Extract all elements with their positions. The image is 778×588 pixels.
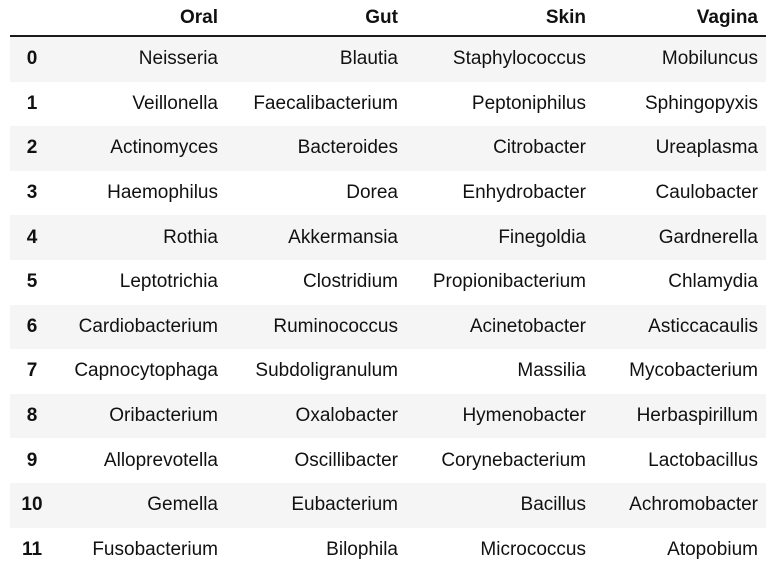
column-header-gut: Gut — [226, 0, 406, 37]
cell-gut: Blautia — [339, 48, 398, 70]
row-index: 2 — [26, 137, 38, 159]
cell-skin: Enhydrobacter — [462, 182, 586, 204]
table-row: 2 Actinomyces Bacteroides Citrobacter Ur… — [10, 126, 766, 171]
cell-oral: Cardiobacterium — [78, 315, 218, 337]
row-index: 10 — [21, 494, 43, 516]
table-row: 5 Leptotrichia Clostridium Propionibacte… — [10, 259, 766, 305]
cell-vagina: Chlamydia — [668, 271, 758, 293]
cell-gut: Oscillibacter — [294, 449, 398, 471]
cell-vagina: Achromobacter — [629, 494, 758, 516]
table-body: 0 Neisseria Blautia Staphylococcus Mobil… — [10, 36, 766, 573]
cell-vagina: Caulobacter — [655, 182, 758, 204]
row-index: 3 — [26, 182, 38, 204]
cell-vagina: Herbaspirillum — [636, 405, 758, 427]
cell-skin: Staphylococcus — [452, 48, 586, 70]
row-index: 0 — [26, 48, 38, 70]
cell-skin: Corynebacterium — [441, 449, 586, 471]
cell-oral: Haemophilus — [107, 182, 218, 204]
cell-vagina: Mobiluncus — [661, 48, 758, 70]
cell-oral: Gemella — [147, 494, 218, 516]
cell-gut: Bilophila — [326, 538, 398, 560]
table-row: 0 Neisseria Blautia Staphylococcus Mobil… — [10, 36, 766, 82]
table-header: Oral Gut Skin Vagina — [10, 0, 766, 37]
cell-skin: Hymenobacter — [462, 405, 586, 427]
table-row: 1 Veillonella Faecalibacterium Peptoniph… — [10, 81, 766, 127]
cell-skin: Massilia — [517, 360, 586, 382]
cell-oral: Oribacterium — [109, 405, 218, 427]
row-index: 4 — [26, 226, 38, 248]
cell-skin: Micrococcus — [480, 538, 586, 560]
row-index: 5 — [26, 271, 38, 293]
cell-vagina: Gardnerella — [658, 226, 758, 248]
dataframe-table: Oral Gut Skin Vagina 0 Neisseria Blautia… — [10, 0, 766, 573]
cell-skin: Peptoniphilus — [471, 92, 586, 114]
cell-oral: Alloprevotella — [103, 449, 218, 471]
cell-gut: Akkermansia — [288, 226, 398, 248]
table-row: 8 Oribacterium Oxalobacter Hymenobacter … — [10, 393, 766, 439]
cell-gut: Dorea — [346, 182, 398, 204]
table-row: 7 Capnocytophaga Subdoligranulum Massili… — [10, 349, 766, 394]
column-header-vagina: Vagina — [594, 0, 766, 37]
cell-skin: Citrobacter — [493, 137, 586, 159]
cell-gut: Clostridium — [302, 271, 398, 293]
cell-gut: Eubacterium — [291, 494, 398, 516]
table-row: 6 Cardiobacterium Ruminococcus Acinetoba… — [10, 304, 766, 350]
cell-vagina: Sphingopyxis — [644, 92, 758, 114]
index-header — [10, 0, 54, 37]
cell-gut: Ruminococcus — [273, 315, 398, 337]
cell-oral: Leptotrichia — [119, 271, 218, 293]
column-header-skin: Skin — [406, 0, 594, 37]
cell-gut: Oxalobacter — [295, 405, 398, 427]
cell-vagina: Lactobacillus — [648, 449, 758, 471]
row-index: 9 — [26, 449, 38, 471]
cell-vagina: Atopobium — [667, 538, 758, 560]
table-row: 10 Gemella Eubacterium Bacillus Achromob… — [10, 482, 766, 528]
table-row: 4 Rothia Akkermansia Finegoldia Gardnere… — [10, 215, 766, 260]
cell-vagina: Mycobacterium — [629, 360, 758, 382]
cell-oral: Fusobacterium — [92, 538, 218, 560]
row-index: 8 — [26, 405, 38, 427]
cell-skin: Finegoldia — [498, 226, 586, 248]
row-index: 11 — [21, 538, 43, 560]
cell-gut: Bacteroides — [297, 137, 398, 159]
cell-oral: Veillonella — [132, 92, 218, 114]
table-row: 9 Alloprevotella Oscillibacter Corynebac… — [10, 438, 766, 483]
cell-oral: Capnocytophaga — [74, 360, 218, 382]
cell-skin: Propionibacterium — [432, 271, 586, 293]
cell-vagina: Asticcacaulis — [648, 315, 758, 337]
column-header-oral: Oral — [54, 0, 226, 37]
row-index: 1 — [26, 92, 38, 114]
table-row: 3 Haemophilus Dorea Enhydrobacter Caulob… — [10, 170, 766, 216]
cell-gut: Faecalibacterium — [253, 92, 398, 114]
header-row: Oral Gut Skin Vagina — [10, 0, 766, 37]
row-index: 6 — [26, 315, 38, 337]
cell-skin: Bacillus — [520, 494, 586, 516]
cell-gut: Subdoligranulum — [255, 360, 398, 382]
row-index: 7 — [26, 360, 38, 382]
cell-oral: Actinomyces — [110, 137, 218, 159]
cell-oral: Rothia — [163, 226, 218, 248]
cell-oral: Neisseria — [138, 48, 218, 70]
cell-skin: Acinetobacter — [469, 315, 586, 337]
cell-vagina: Ureaplasma — [655, 137, 758, 159]
table-row: 11 Fusobacterium Bilophila Micrococcus A… — [10, 527, 766, 573]
